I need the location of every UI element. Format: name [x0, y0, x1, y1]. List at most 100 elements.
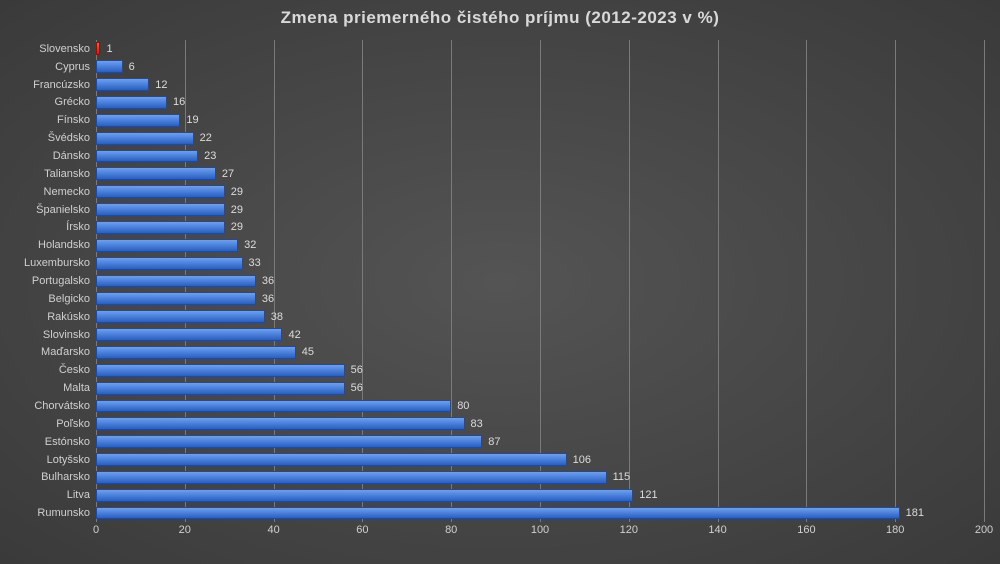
x-tick-label: 200 [975, 524, 993, 536]
value-label: 1 [106, 43, 112, 55]
gridline [984, 40, 985, 522]
bar-row: Grécko16 [96, 96, 984, 109]
value-label: 45 [302, 346, 314, 358]
bar-row: Slovensko1 [96, 42, 984, 55]
category-label: Dánsko [53, 150, 96, 162]
bar [96, 346, 296, 359]
category-label: Poľsko [56, 418, 96, 430]
value-label: 29 [231, 221, 243, 233]
value-label: 87 [488, 436, 500, 448]
bar [96, 489, 633, 502]
value-label: 29 [231, 204, 243, 216]
category-label: Nemecko [44, 186, 96, 198]
bar-row: Francúzsko12 [96, 78, 984, 91]
x-tick-label: 120 [620, 524, 638, 536]
category-label: Švédsko [48, 132, 96, 144]
value-label: 36 [262, 293, 274, 305]
value-label: 23 [204, 150, 216, 162]
income-change-chart: Zmena priemerného čistého príjmu (2012-2… [0, 0, 1000, 564]
bar [96, 167, 216, 180]
category-label: Lotyšsko [47, 454, 96, 466]
category-label: Belgicko [48, 293, 96, 305]
bar [96, 382, 345, 395]
chart-title: Zmena priemerného čistého príjmu (2012-2… [0, 8, 1000, 28]
value-label: 83 [471, 418, 483, 430]
value-label: 115 [613, 471, 631, 483]
x-tick-label: 20 [179, 524, 191, 536]
bar-row: Holandsko32 [96, 239, 984, 252]
bar [96, 400, 451, 413]
value-label: 12 [155, 79, 167, 91]
category-label: Španielsko [36, 204, 96, 216]
value-label: 121 [639, 489, 657, 501]
category-label: Maďarsko [41, 346, 96, 358]
value-label: 29 [231, 186, 243, 198]
x-tick-label: 80 [445, 524, 457, 536]
category-label: Rumunsko [37, 507, 96, 519]
bar [96, 275, 256, 288]
category-label: Litva [67, 489, 96, 501]
bar [96, 417, 465, 430]
x-tick-label: 160 [797, 524, 815, 536]
bar [96, 60, 123, 73]
category-label: Holandsko [38, 239, 96, 251]
bar [96, 239, 238, 252]
bar [96, 507, 900, 520]
bar [96, 114, 180, 127]
category-label: Estónsko [45, 436, 96, 448]
bar-row: Bulharsko115 [96, 471, 984, 484]
bar [96, 435, 482, 448]
x-tick-label: 180 [886, 524, 904, 536]
bar-row: Poľsko83 [96, 417, 984, 430]
value-label: 22 [200, 132, 212, 144]
x-tick-label: 0 [93, 524, 99, 536]
bar [96, 221, 225, 234]
bar-row: Nemecko29 [96, 185, 984, 198]
value-label: 6 [129, 61, 135, 73]
bar-row: Litva121 [96, 489, 984, 502]
plot-area: 020406080100120140160180200Slovensko1Cyp… [96, 40, 984, 540]
value-label: 33 [249, 257, 261, 269]
bar [96, 328, 282, 341]
bar-row: Írsko29 [96, 221, 984, 234]
bar-row: Taliansko27 [96, 167, 984, 180]
bar-highlight [96, 42, 100, 55]
value-label: 56 [351, 382, 363, 394]
category-label: Luxembursko [24, 257, 96, 269]
category-label: Portugalsko [32, 275, 96, 287]
bar-row: Slovinsko42 [96, 328, 984, 341]
value-label: 106 [573, 454, 591, 466]
bar-row: Rakúsko38 [96, 310, 984, 323]
value-label: 16 [173, 96, 185, 108]
bar [96, 364, 345, 377]
bar-row: Portugalsko36 [96, 275, 984, 288]
bar-row: Španielsko29 [96, 203, 984, 216]
category-label: Grécko [55, 96, 96, 108]
value-label: 38 [271, 311, 283, 323]
category-label: Rakúsko [47, 311, 96, 323]
category-label: Taliansko [44, 168, 96, 180]
bar-row: Luxembursko33 [96, 257, 984, 270]
value-label: 80 [457, 400, 469, 412]
bar-row: Cyprus6 [96, 60, 984, 73]
bar-row: Belgicko36 [96, 292, 984, 305]
x-tick-label: 40 [267, 524, 279, 536]
bar [96, 150, 198, 163]
bar [96, 471, 607, 484]
bar-row: Fínsko19 [96, 114, 984, 127]
bar-row: Lotyšsko106 [96, 453, 984, 466]
category-label: Slovensko [39, 43, 96, 55]
bar-row: Švédsko22 [96, 132, 984, 145]
bar-row: Estónsko87 [96, 435, 984, 448]
bar-row: Rumunsko181 [96, 507, 984, 520]
bar-row: Malta56 [96, 382, 984, 395]
bar [96, 453, 567, 466]
x-tick-label: 60 [356, 524, 368, 536]
value-label: 56 [351, 364, 363, 376]
value-label: 27 [222, 168, 234, 180]
bar-row: Chorvátsko80 [96, 400, 984, 413]
category-label: Česko [59, 364, 96, 376]
x-tick-label: 140 [708, 524, 726, 536]
category-label: Slovinsko [43, 329, 96, 341]
category-label: Írsko [66, 221, 96, 233]
